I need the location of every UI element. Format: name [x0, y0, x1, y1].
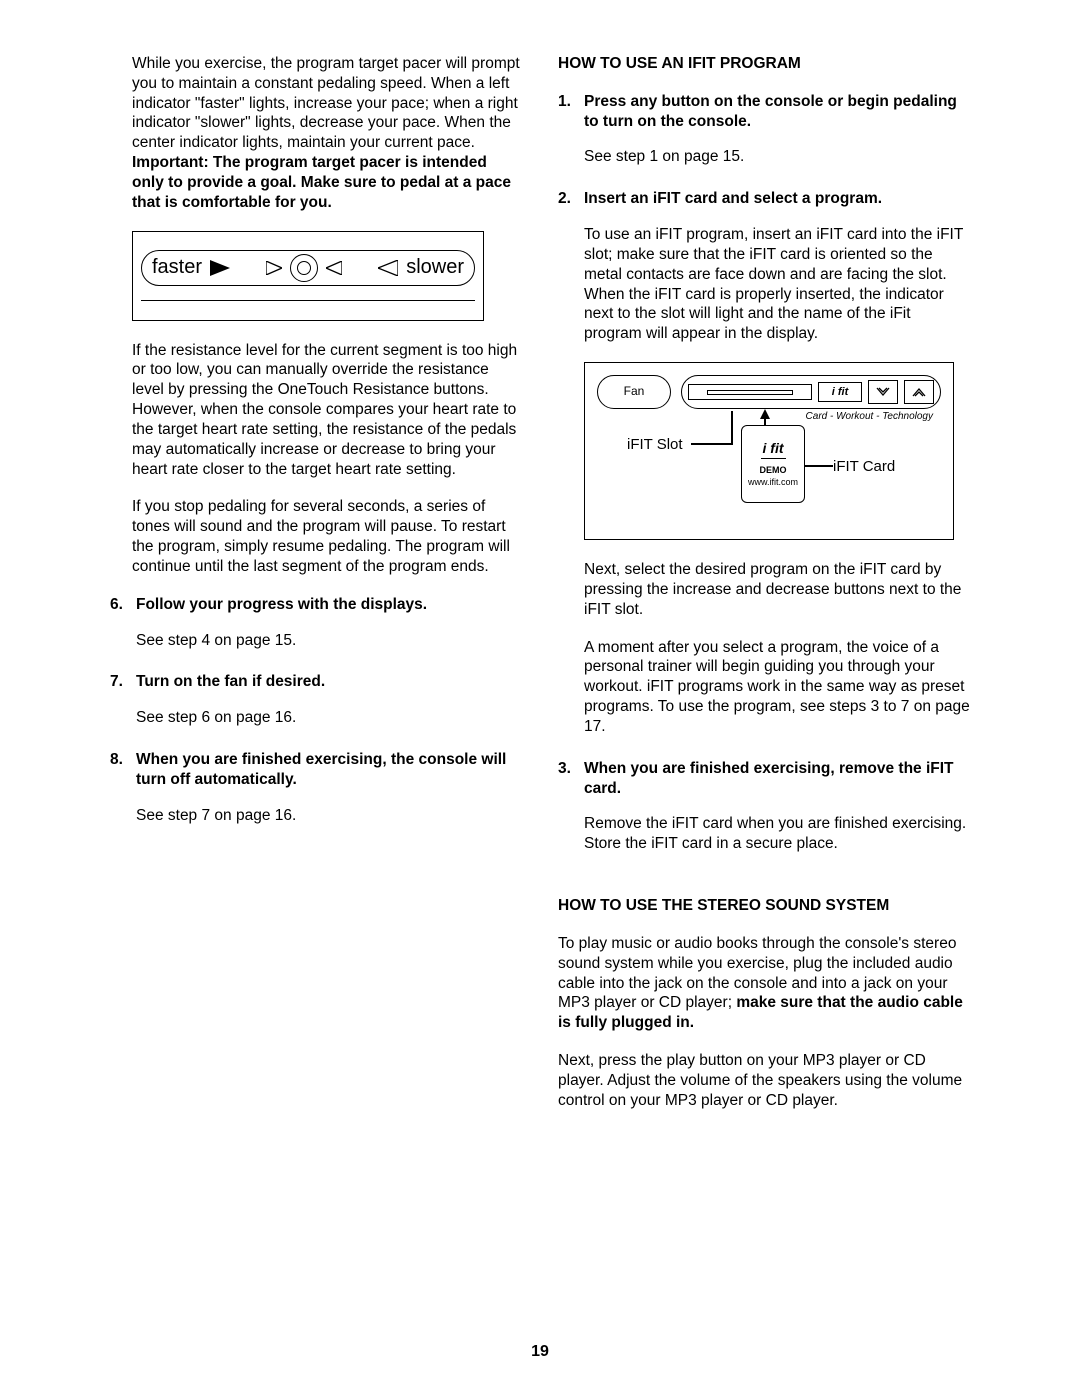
- ifit-step-2-number: 2.: [558, 189, 584, 754]
- ifit-card-label: iFIT Card: [833, 457, 895, 476]
- triangle-left-outline-icon: [326, 261, 342, 275]
- ifit-step-1-title: Press any button on the console or begin…: [584, 92, 970, 132]
- ifit-diagram: Fan i fit Card - Workout - Tec: [584, 362, 954, 540]
- ifit-step-1: 1. Press any button on the console or be…: [558, 92, 970, 167]
- stereo-heading: HOW TO USE THE STEREO SOUND SYSTEM: [558, 896, 970, 916]
- triangle-right-filled-icon: [210, 260, 230, 276]
- pacer-important-text: Important: The program target pacer is i…: [132, 154, 511, 211]
- two-column-layout: While you exercise, the program target p…: [110, 54, 970, 1129]
- page-number: 19: [0, 1343, 1080, 1361]
- ifit-card-graphic: i fit DEMO www.ifit.com: [741, 425, 805, 503]
- right-column: HOW TO USE AN IFIT PROGRAM 1. Press any …: [558, 54, 970, 1129]
- increase-button-graphic: [904, 380, 934, 404]
- ifit-step-2-p3: A moment after you select a program, the…: [584, 638, 970, 737]
- ifit-slot-group: i fit: [681, 375, 941, 409]
- step-6: 6. Follow your progress with the display…: [110, 595, 522, 651]
- step-7-body: See step 6 on page 16.: [136, 708, 522, 728]
- pacer-diagram: faster slower: [132, 231, 484, 321]
- stereo-p2: Next, press the play button on your MP3 …: [558, 1051, 970, 1110]
- chevron-down-icon: [876, 387, 890, 397]
- ifit-card-logo-icon: i fit: [761, 440, 786, 459]
- step-8-number: 8.: [110, 750, 136, 825]
- chevron-up-icon: [912, 387, 926, 397]
- ifit-card-demo: DEMO: [760, 465, 787, 477]
- pacer-intro-paragraph: While you exercise, the program target p…: [132, 54, 522, 213]
- ifit-step-3-body: Remove the iFIT card when you are finish…: [584, 814, 970, 854]
- ifit-card-url: www.ifit.com: [748, 477, 798, 489]
- step-8-title: When you are finished exercising, the co…: [136, 750, 522, 790]
- triangle-right-outline-icon: [266, 261, 282, 275]
- ifit-slot-graphic: [688, 384, 812, 400]
- pacer-capsule: faster slower: [141, 250, 475, 286]
- ifit-logo-icon: i fit: [818, 382, 862, 402]
- pacer-intro-text: While you exercise, the program target p…: [132, 55, 520, 151]
- ifit-step-1-body: See step 1 on page 15.: [584, 147, 970, 167]
- step-7-title: Turn on the fan if desired.: [136, 672, 522, 692]
- ifit-step-2: 2. Insert an iFIT card and select a prog…: [558, 189, 970, 754]
- ifit-step-3-number: 3.: [558, 759, 584, 854]
- pacer-slower-label: slower: [406, 255, 464, 281]
- ifit-step-2-p1: To use an iFIT program, insert an iFIT c…: [584, 225, 970, 344]
- pause-paragraph: If you stop pedaling for several seconds…: [132, 497, 522, 576]
- fan-button-graphic: Fan: [597, 375, 671, 409]
- left-column: While you exercise, the program target p…: [110, 54, 522, 1129]
- step-8-body: See step 7 on page 16.: [136, 806, 522, 826]
- step-7: 7. Turn on the fan if desired. See step …: [110, 672, 522, 728]
- step-6-title: Follow your progress with the displays.: [136, 595, 522, 615]
- triangle-left-outline2-icon: [378, 260, 398, 276]
- stereo-p1: To play music or audio books through the…: [558, 934, 970, 1033]
- override-paragraph: If the resistance level for the current …: [132, 341, 522, 480]
- ifit-step-2-p2: Next, select the desired program on the …: [584, 560, 970, 619]
- ifit-step-1-number: 1.: [558, 92, 584, 167]
- ifit-slot-label: iFIT Slot: [627, 435, 683, 454]
- pacer-center-icon: [290, 254, 318, 282]
- decrease-button-graphic: [868, 380, 898, 404]
- pacer-faster-label: faster: [152, 255, 202, 281]
- ifit-step-2-title: Insert an iFIT card and select a program…: [584, 189, 970, 209]
- step-6-number: 6.: [110, 595, 136, 651]
- step-6-body: See step 4 on page 15.: [136, 631, 522, 651]
- ifit-step-3-title: When you are finished exercising, remove…: [584, 759, 970, 799]
- step-7-number: 7.: [110, 672, 136, 728]
- ifit-heading: HOW TO USE AN IFIT PROGRAM: [558, 54, 970, 74]
- ifit-step-3: 3. When you are finished exercising, rem…: [558, 759, 970, 854]
- step-8: 8. When you are finished exercising, the…: [110, 750, 522, 825]
